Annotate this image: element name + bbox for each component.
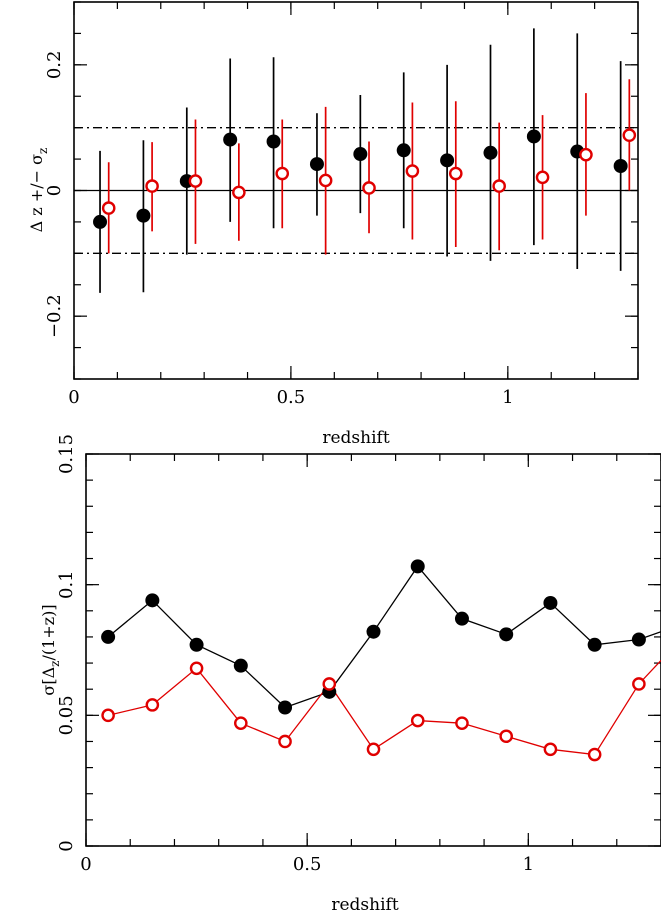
bottom-black-point bbox=[366, 624, 381, 639]
top-red-point bbox=[622, 128, 637, 143]
top-red-point bbox=[145, 179, 159, 193]
top-red-point bbox=[275, 166, 290, 181]
bottom-red-point bbox=[278, 734, 292, 749]
bottom-axes: 0 0.5 1 0 0.05 0.1 0.15 bbox=[56, 434, 661, 875]
top-x-tick-label: 0 bbox=[68, 387, 79, 408]
bottom-red-point bbox=[587, 747, 602, 762]
bottom-x-tick-label: 0.5 bbox=[293, 854, 322, 875]
bottom-y-axis-label-sub: z bbox=[48, 661, 62, 667]
top-y-tick-label: −0.2 bbox=[44, 294, 65, 338]
top-y-axis-label: Δ z +/− σz bbox=[27, 148, 50, 233]
bottom-x-axis-label: redshift bbox=[331, 895, 398, 915]
top-axes: 0 0.5 1 −0.2 0 0.2 bbox=[44, 1, 639, 408]
top-red-point bbox=[579, 147, 593, 162]
bottom-red-point bbox=[101, 708, 115, 723]
bottom-red-point bbox=[234, 716, 248, 730]
bottom-y-axis-label-post: /(1+z)] bbox=[39, 604, 58, 660]
bottom-y-tick-label: 0.15 bbox=[56, 434, 77, 474]
top-black-point bbox=[136, 208, 151, 223]
top-y-tick-label: 0.2 bbox=[44, 51, 65, 80]
top-red-point bbox=[318, 173, 333, 188]
bottom-black-point bbox=[101, 629, 116, 644]
bottom-red-point bbox=[543, 742, 558, 757]
top-black-point bbox=[483, 145, 498, 160]
top-black-point bbox=[396, 143, 411, 158]
bottom-x-tick-label: 1 bbox=[523, 854, 534, 875]
bottom-black-point bbox=[631, 632, 646, 647]
top-black-point bbox=[309, 157, 324, 172]
top-black-point bbox=[93, 214, 108, 229]
bottom-panel: 0 0.5 1 0 0.05 0.1 0.15 redshift σ[Δz/(1+z)] bbox=[39, 434, 661, 915]
bottom-marks bbox=[101, 559, 661, 762]
bottom-red-point bbox=[145, 698, 160, 712]
top-x-tick-label: 1 bbox=[502, 387, 513, 408]
bottom-black-point bbox=[587, 637, 602, 652]
bottom-red-point bbox=[410, 713, 425, 728]
top-y-axis-label-sub: z bbox=[36, 148, 50, 154]
top-y-tick-label: 0 bbox=[44, 185, 65, 196]
top-red-point bbox=[188, 174, 203, 188]
bottom-black-point bbox=[233, 658, 248, 673]
bottom-y-tick-label: 0 bbox=[56, 840, 77, 851]
top-red-point bbox=[362, 181, 376, 195]
bottom-x-tick-label: 0 bbox=[80, 854, 91, 875]
bottom-black-point bbox=[543, 595, 558, 610]
bottom-black-point bbox=[454, 611, 469, 626]
bottom-black-point bbox=[278, 700, 293, 715]
top-black-point bbox=[613, 158, 628, 173]
bottom-red-line bbox=[107, 660, 661, 756]
bottom-red-point bbox=[189, 661, 204, 676]
bottom-y-axis-label: σ[Δz/(1+z)] bbox=[39, 604, 62, 695]
bottom-black-point bbox=[499, 627, 514, 642]
bottom-black-point bbox=[145, 593, 160, 608]
top-red-point bbox=[448, 166, 463, 181]
bottom-y-axis-label-pre: σ[Δ bbox=[39, 667, 58, 696]
top-panel: 0 0.5 1 −0.2 0 0.2 redshift Δ z +/− σz bbox=[27, 1, 639, 448]
top-red-point bbox=[405, 164, 420, 178]
bottom-red-point bbox=[322, 677, 337, 691]
bottom-red-point bbox=[632, 677, 646, 691]
top-black-point bbox=[440, 153, 455, 168]
bottom-y-tick-label: 0.1 bbox=[56, 570, 77, 599]
top-x-axis-label: redshift bbox=[322, 428, 389, 448]
top-red-point bbox=[101, 201, 116, 215]
top-red-point bbox=[492, 179, 506, 193]
bottom-red-point bbox=[455, 716, 469, 730]
bottom-y-tick-label: 0.05 bbox=[56, 695, 77, 735]
bottom-black-point bbox=[189, 637, 204, 652]
top-red-point bbox=[535, 170, 550, 185]
top-red-point bbox=[232, 185, 246, 200]
top-black-point bbox=[526, 129, 541, 144]
top-y-axis-label-main: Δ z +/− σ bbox=[27, 154, 46, 232]
top-x-tick-label: 0.5 bbox=[277, 387, 306, 408]
bottom-plot-frame bbox=[85, 453, 661, 847]
bottom-red-point bbox=[499, 729, 513, 744]
top-black-point bbox=[266, 134, 281, 149]
bottom-black-line bbox=[107, 565, 661, 709]
bottom-red-point bbox=[366, 742, 381, 757]
top-black-point bbox=[223, 132, 238, 147]
top-black-point bbox=[353, 147, 368, 162]
bottom-black-point bbox=[410, 559, 425, 574]
top-marks bbox=[74, 28, 638, 293]
